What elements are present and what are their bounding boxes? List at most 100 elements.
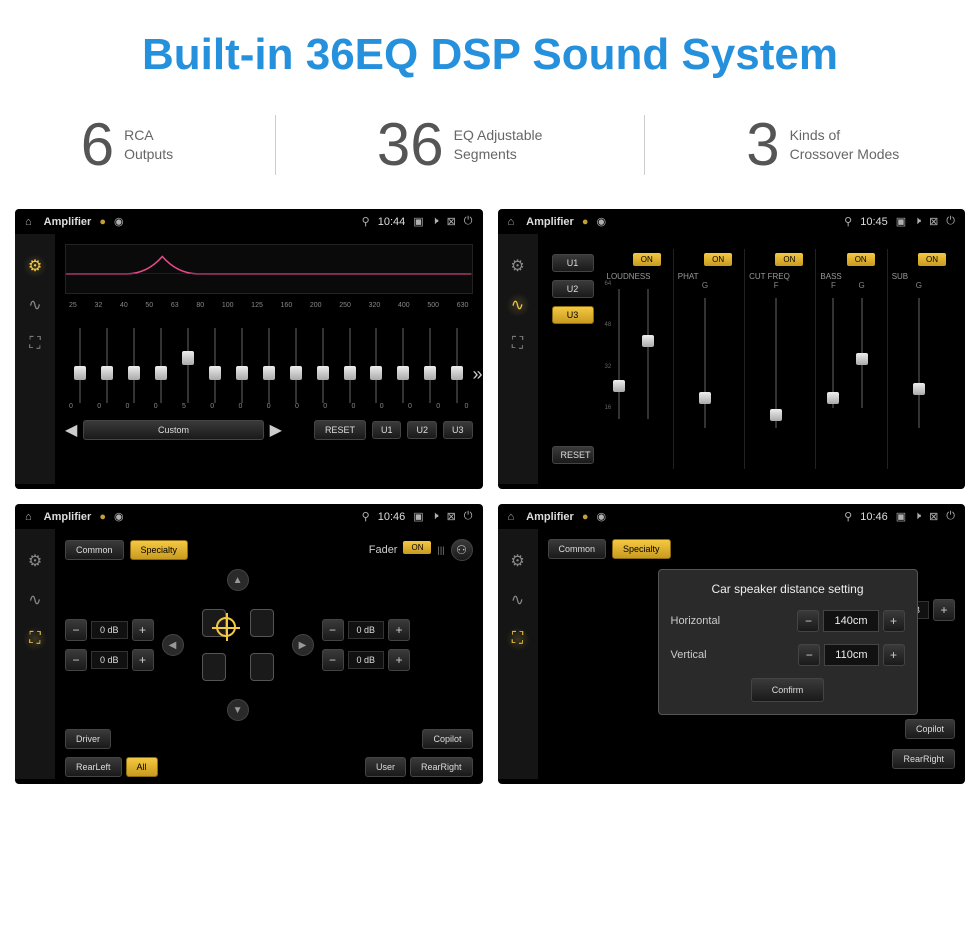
eq-slider[interactable] bbox=[446, 328, 469, 403]
plus-button[interactable]: + bbox=[132, 649, 154, 671]
car-icon[interactable]: ⚇ bbox=[451, 539, 473, 561]
minus-button[interactable]: − bbox=[65, 619, 87, 641]
u2-button[interactable]: U2 bbox=[407, 421, 437, 439]
minus-button[interactable]: − bbox=[798, 644, 820, 666]
rearleft-button[interactable]: RearLeft bbox=[65, 757, 122, 777]
common-button[interactable]: Common bbox=[548, 539, 607, 559]
copilot-button[interactable]: Copilot bbox=[422, 729, 472, 749]
rearright-button[interactable]: RearRight bbox=[892, 749, 955, 769]
u3-button[interactable]: U3 bbox=[443, 421, 473, 439]
driver-button[interactable]: Driver bbox=[65, 729, 111, 749]
camera-icon[interactable]: ▣ bbox=[896, 215, 906, 228]
minus-button[interactable]: − bbox=[65, 649, 87, 671]
crosshair-icon[interactable] bbox=[216, 617, 236, 637]
eq-slider[interactable] bbox=[392, 328, 415, 403]
eq-slider[interactable] bbox=[177, 328, 200, 403]
power-icon[interactable]: ⏻ bbox=[464, 215, 473, 228]
eq-tab-icon[interactable]: ⚙ bbox=[23, 254, 47, 278]
right-arrow-icon[interactable]: ▶ bbox=[292, 634, 314, 656]
on-toggle[interactable]: ON bbox=[633, 253, 661, 266]
home-icon[interactable]: ⌂ bbox=[25, 511, 32, 523]
copilot-button[interactable]: Copilot bbox=[905, 719, 955, 739]
balance-tab-icon[interactable]: ⛶ bbox=[506, 332, 530, 356]
volume-icon[interactable]: 🕨 bbox=[432, 510, 439, 523]
plus-button[interactable]: + bbox=[883, 644, 905, 666]
power-icon[interactable]: ⏻ bbox=[946, 510, 955, 523]
balance-tab-icon[interactable]: ⛶ bbox=[23, 627, 47, 651]
eq-tab-icon[interactable]: ⚙ bbox=[506, 254, 530, 278]
on-toggle[interactable]: ON bbox=[918, 253, 946, 266]
balance-tab-icon[interactable]: ⛶ bbox=[506, 627, 530, 651]
eq-slider[interactable] bbox=[311, 328, 334, 403]
home-icon[interactable]: ⌂ bbox=[508, 511, 515, 523]
camera-icon[interactable]: ▣ bbox=[896, 510, 906, 523]
eq-slider[interactable] bbox=[150, 328, 173, 403]
camera-icon[interactable]: ▣ bbox=[413, 215, 423, 228]
power-icon[interactable]: ⏻ bbox=[464, 510, 473, 523]
all-button[interactable]: All bbox=[126, 757, 158, 777]
user-button[interactable]: User bbox=[365, 757, 406, 777]
close-icon[interactable]: ⊠ bbox=[447, 510, 456, 523]
plus-button[interactable]: + bbox=[388, 649, 410, 671]
next-arrow-icon[interactable]: ▶ bbox=[270, 420, 282, 440]
volume-icon[interactable]: 🕨 bbox=[432, 215, 439, 228]
plus-button[interactable]: + bbox=[883, 610, 905, 632]
specialty-button[interactable]: Specialty bbox=[612, 539, 671, 559]
divider bbox=[275, 115, 276, 175]
power-icon[interactable]: ⏻ bbox=[946, 215, 955, 228]
camera-icon[interactable]: ▣ bbox=[413, 510, 423, 523]
eq-slider[interactable] bbox=[204, 328, 227, 403]
more-arrow-icon[interactable]: » bbox=[472, 364, 482, 385]
close-icon[interactable]: ⊠ bbox=[929, 510, 938, 523]
up-arrow-icon[interactable]: ▲ bbox=[227, 569, 249, 591]
on-toggle[interactable]: ON bbox=[847, 253, 875, 266]
home-icon[interactable]: ⌂ bbox=[508, 216, 515, 228]
prev-arrow-icon[interactable]: ◀ bbox=[65, 420, 77, 440]
u2-button[interactable]: U2 bbox=[552, 280, 594, 298]
reset-button[interactable]: RESET bbox=[552, 446, 594, 464]
confirm-button[interactable]: Confirm bbox=[751, 678, 825, 702]
eq-slider[interactable] bbox=[338, 328, 361, 403]
down-arrow-icon[interactable]: ▼ bbox=[227, 699, 249, 721]
minus-button[interactable]: − bbox=[797, 610, 819, 632]
volume-icon[interactable]: 🕨 bbox=[914, 510, 921, 523]
eq-slider[interactable] bbox=[69, 328, 92, 403]
close-icon[interactable]: ⊠ bbox=[929, 215, 938, 228]
close-icon[interactable]: ⊠ bbox=[447, 215, 456, 228]
u3-button[interactable]: U3 bbox=[552, 306, 594, 324]
minus-button[interactable]: − bbox=[322, 649, 344, 671]
eq-slider[interactable] bbox=[365, 328, 388, 403]
volume-icon[interactable]: 🕨 bbox=[914, 215, 921, 228]
eq-tab-icon[interactable]: ⚙ bbox=[506, 549, 530, 573]
on-toggle[interactable]: ON bbox=[704, 253, 732, 266]
eq-tab-icon[interactable]: ⚙ bbox=[23, 549, 47, 573]
eq-slider[interactable] bbox=[123, 328, 146, 403]
on-toggle[interactable]: ON bbox=[775, 253, 803, 266]
eq-slider[interactable] bbox=[96, 328, 119, 403]
u1-button[interactable]: U1 bbox=[372, 421, 402, 439]
minus-button[interactable]: − bbox=[322, 619, 344, 641]
preset-button[interactable]: Custom bbox=[83, 420, 263, 440]
wave-tab-icon[interactable]: ∿ bbox=[506, 588, 530, 612]
home-icon[interactable]: ⌂ bbox=[25, 216, 32, 228]
rearright-button[interactable]: RearRight bbox=[410, 757, 473, 777]
eq-slider[interactable] bbox=[230, 328, 253, 403]
balance-tab-icon[interactable]: ⛶ bbox=[23, 332, 47, 356]
common-button[interactable]: Common bbox=[65, 540, 124, 560]
car-view[interactable] bbox=[188, 595, 288, 695]
channel-sub: ONSUBG bbox=[887, 249, 950, 469]
eq-slider[interactable] bbox=[257, 328, 280, 403]
plus-button[interactable]: + bbox=[132, 619, 154, 641]
wave-tab-icon[interactable]: ∿ bbox=[23, 293, 47, 317]
plus-button[interactable]: + bbox=[388, 619, 410, 641]
wave-tab-icon[interactable]: ∿ bbox=[506, 293, 530, 317]
reset-button[interactable]: RESET bbox=[314, 420, 366, 440]
u1-button[interactable]: U1 bbox=[552, 254, 594, 272]
plus-button[interactable]: + bbox=[933, 599, 955, 621]
left-arrow-icon[interactable]: ◀ bbox=[162, 634, 184, 656]
specialty-button[interactable]: Specialty bbox=[130, 540, 189, 560]
eq-slider[interactable] bbox=[419, 328, 442, 403]
eq-slider[interactable] bbox=[284, 328, 307, 403]
fader-toggle[interactable]: ON bbox=[403, 541, 431, 554]
wave-tab-icon[interactable]: ∿ bbox=[23, 588, 47, 612]
